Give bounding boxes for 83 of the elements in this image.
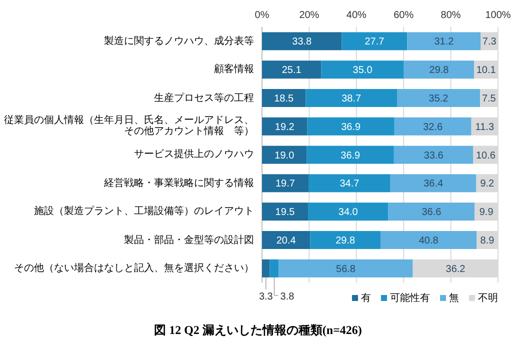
bar	[308, 202, 388, 221]
bar	[278, 259, 413, 278]
legend-label: 可能性有	[390, 293, 430, 304]
bar	[310, 231, 380, 249]
data-label: 29.8	[336, 236, 356, 246]
bar	[380, 231, 477, 249]
bar	[388, 202, 475, 221]
bar	[407, 32, 481, 50]
data-label: 20.4	[276, 236, 296, 246]
data-label: 9.9	[479, 207, 494, 218]
bar	[307, 117, 394, 136]
data-label: 32.6	[423, 122, 444, 133]
legend-label: 不明	[478, 293, 498, 304]
data-label: 19.7	[276, 178, 296, 190]
data-label: 35.2	[428, 94, 449, 104]
data-label: 38.7	[342, 94, 362, 104]
bar	[262, 117, 308, 136]
data-label: 33.8	[292, 36, 312, 48]
x-tick-label: 60%	[394, 10, 414, 21]
bar	[394, 146, 474, 164]
data-label: 19.5	[275, 207, 296, 218]
y-tick-label: 製品・部品・金型等の設計図	[123, 234, 254, 246]
x-tick-label: 20%	[299, 10, 320, 21]
bar	[262, 146, 307, 164]
bar	[404, 60, 474, 79]
data-label: 34.0	[338, 207, 358, 218]
x-tick-label: 80%	[440, 10, 461, 21]
data-label: 27.7	[364, 36, 385, 48]
legend-label: 有	[361, 293, 371, 304]
data-label: 29.8	[429, 65, 450, 76]
data-label: 36.2	[446, 264, 466, 275]
bar	[390, 174, 476, 192]
x-tick-label: 40%	[346, 10, 367, 21]
data-label: 9.2	[480, 178, 495, 190]
bar	[262, 60, 322, 79]
bar	[262, 259, 270, 278]
y-tick-label: サービス提供上のノウハウ	[133, 149, 254, 160]
bar	[308, 174, 390, 192]
data-label: 7.3	[482, 36, 497, 48]
y-tick-label: 製造に関するノウハウ、成分表等	[103, 36, 254, 47]
data-label: 36.9	[340, 150, 361, 162]
data-label: 11.3	[475, 122, 494, 133]
legend-label: 無	[449, 293, 459, 304]
bar	[342, 32, 408, 50]
bar	[262, 202, 308, 221]
bar	[262, 174, 308, 192]
y-tick-label: その他（ない場合はなしと記入、無を選択ください）	[13, 262, 254, 274]
data-label: 31.2	[434, 36, 454, 48]
y-tick-label: 生産プロセス等の工程	[153, 92, 254, 104]
data-label: 33.6	[424, 150, 444, 162]
data-label: 36.6	[422, 207, 442, 218]
data-label: 56.8	[336, 264, 356, 275]
x-tick-label: 100%	[485, 10, 511, 21]
bar	[262, 231, 310, 249]
y-tick-label: 施設（製造プラント、工場設備等）のレイアウト	[33, 206, 254, 218]
data-label: 25.1	[282, 65, 302, 76]
y-tick-label: 経営戦略・事業戦略に関する情報	[103, 178, 254, 189]
bar	[306, 146, 394, 164]
bar	[306, 89, 397, 107]
data-label: 19.0	[274, 150, 295, 162]
data-label: 19.2	[274, 122, 295, 133]
y-tick-label: 顧客情報	[213, 64, 254, 76]
bar	[394, 117, 472, 136]
bar	[262, 32, 342, 50]
data-label: 7.5	[482, 94, 496, 104]
data-label: 10.1	[476, 65, 496, 76]
bar	[396, 89, 480, 107]
data-label: 18.5	[274, 94, 294, 104]
data-label: 40.8	[418, 236, 439, 246]
data-label: 10.6	[476, 150, 496, 162]
data-label: 36.4	[424, 178, 444, 190]
y-tick-label: 従業員の個人情報（生年月日、氏名、メールアドレス、その他アカウント情報 等）	[3, 115, 254, 138]
data-label: 34.7	[340, 178, 360, 190]
data-label: 36.9	[341, 122, 362, 133]
bar	[321, 60, 404, 79]
data-label: 35.0	[352, 65, 373, 76]
caption: 図 12 Q2 漏えいした情報の種類(n=426)	[153, 322, 363, 339]
bar	[270, 259, 279, 278]
data-label: 3.8	[280, 291, 295, 302]
x-tick-label: 0%	[254, 10, 270, 21]
data-label: 8.9	[480, 236, 495, 246]
data-label: 3.3	[258, 291, 274, 302]
bar	[262, 89, 306, 107]
